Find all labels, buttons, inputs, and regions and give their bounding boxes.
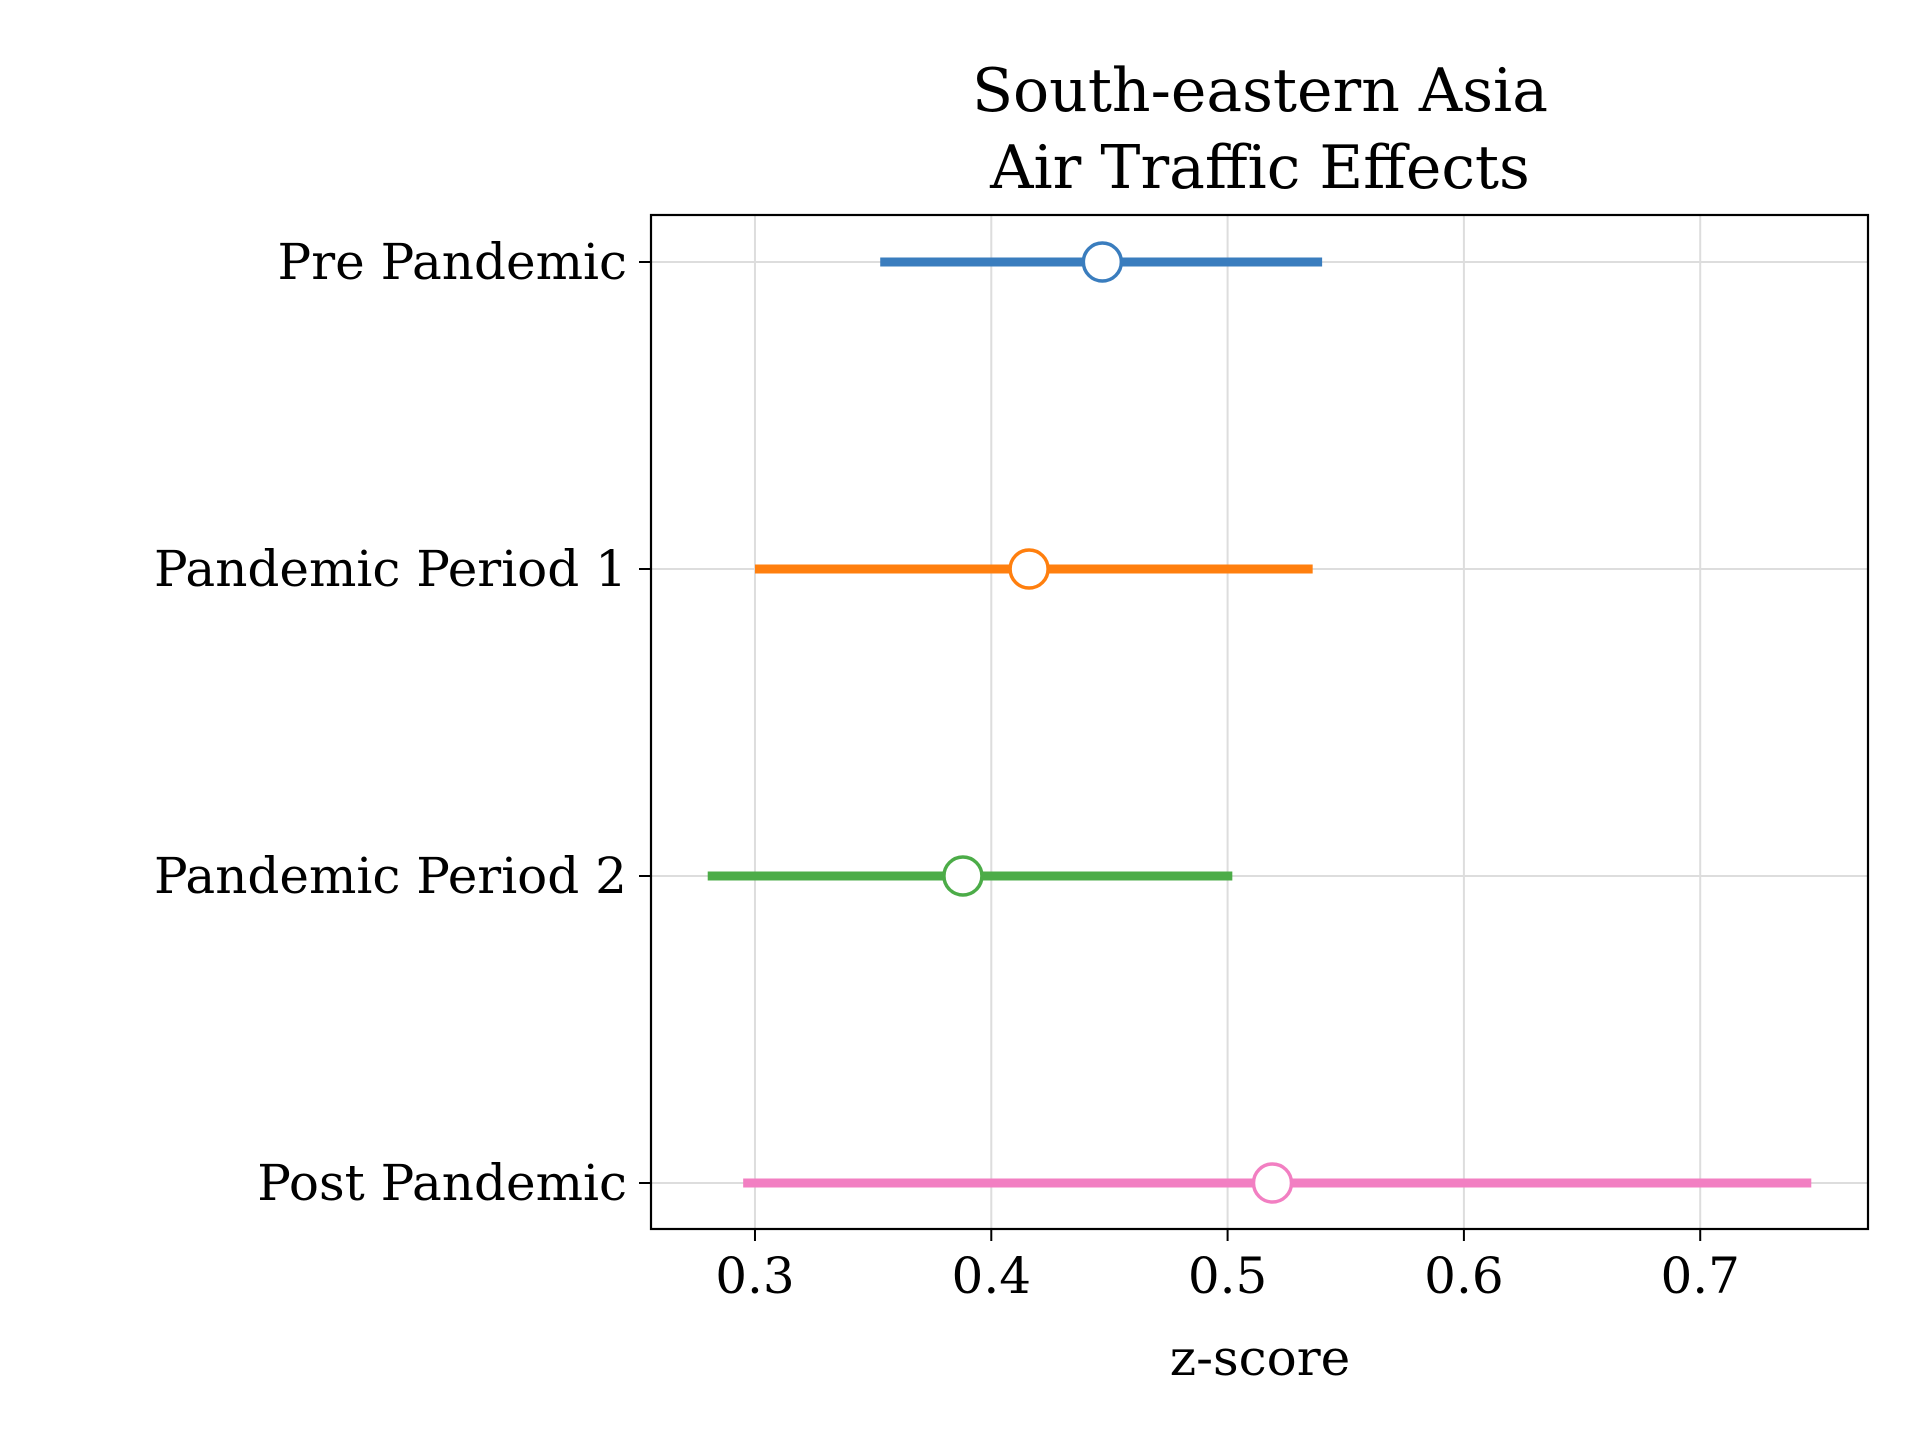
- x-tick-label: 0.3: [715, 1247, 795, 1305]
- point-estimate-marker: [942, 855, 984, 897]
- x-tick-label: 0.6: [1424, 1247, 1504, 1305]
- estimate-row: [743, 1162, 1812, 1204]
- y-tick-label: Post Pandemic: [257, 1154, 627, 1212]
- point-estimate-marker: [1081, 241, 1124, 283]
- estimate-row: [707, 855, 1233, 897]
- plot-area-frame: [649, 213, 1870, 1231]
- y-tick-label: Pandemic Period 1: [154, 540, 627, 598]
- point-estimate-marker: [1251, 1162, 1294, 1204]
- x-tick-label: 0.5: [1188, 1247, 1268, 1305]
- x-tick-label: 0.4: [952, 1247, 1032, 1305]
- grid: [651, 215, 1868, 1229]
- x-axis-ticks: 0.3 0.4 0.5 0.6 0.7: [715, 1229, 1740, 1305]
- y-axis-ticks: Pre Pandemic Pandemic Period 1 Pandemic Pe…: [154, 233, 651, 1212]
- estimates: [707, 241, 1812, 1204]
- x-tick-label: 0.7: [1660, 1247, 1740, 1305]
- point-estimate-marker: [1008, 548, 1050, 590]
- x-axis-label: z-score: [1170, 1329, 1351, 1387]
- y-tick-label: Pandemic Period 2: [154, 847, 627, 905]
- chart-title: South-eastern Asia Air Traffic Effects: [972, 56, 1548, 203]
- estimate-row: [880, 241, 1323, 283]
- chart-title-line-1: South-eastern Asia: [972, 56, 1548, 126]
- y-tick-label: Pre Pandemic: [278, 233, 627, 291]
- chart-title-line-2: Air Traffic Effects: [989, 133, 1530, 203]
- estimate-row: [754, 548, 1313, 590]
